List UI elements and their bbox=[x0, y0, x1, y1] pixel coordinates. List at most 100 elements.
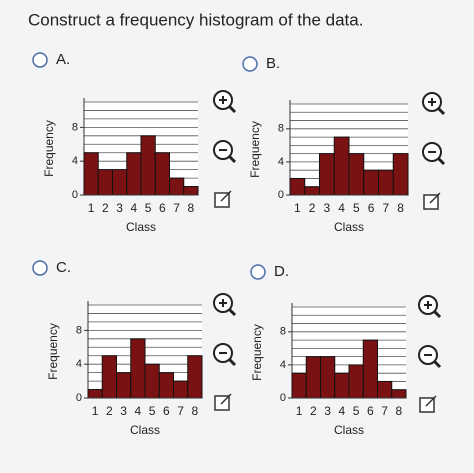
x-tick-label: 1 bbox=[88, 201, 95, 215]
x-tick-label: 4 bbox=[131, 201, 138, 215]
y-axis-label: Frequency bbox=[42, 120, 56, 177]
icon-arrow bbox=[429, 192, 441, 204]
bar bbox=[378, 169, 394, 196]
x-tick-label: 4 bbox=[338, 201, 345, 215]
x-tick-label: 7 bbox=[177, 404, 184, 418]
bar bbox=[169, 177, 185, 196]
y-tick-label: 8 bbox=[72, 121, 78, 133]
x-tick-label: 5 bbox=[145, 201, 152, 215]
y-tick-label: 0 bbox=[72, 189, 78, 201]
question: Construct a frequency histogram of the d… bbox=[28, 10, 363, 29]
y-axis-label: Frequency bbox=[46, 323, 60, 380]
radio-button[interactable] bbox=[250, 264, 266, 280]
bar bbox=[187, 355, 203, 399]
y-axis-label: Frequency bbox=[248, 121, 262, 178]
x-tick-label: 2 bbox=[106, 404, 113, 418]
icon-handle bbox=[436, 106, 446, 116]
radio-button[interactable] bbox=[32, 260, 48, 276]
bar bbox=[130, 338, 146, 399]
y-tick-label: 4 bbox=[76, 358, 82, 370]
icon-handle bbox=[432, 359, 442, 369]
x-tick-label: 2 bbox=[102, 201, 109, 215]
bar bbox=[83, 152, 99, 196]
x-tick-label: 2 bbox=[309, 201, 316, 215]
radio-button[interactable] bbox=[242, 56, 258, 72]
x-axis-label: Class bbox=[334, 220, 364, 234]
bar bbox=[289, 177, 306, 196]
x-tick-label: 2 bbox=[310, 404, 317, 418]
icon-handle bbox=[227, 307, 237, 317]
x-tick-label: 8 bbox=[396, 404, 403, 418]
y-tick-label: 0 bbox=[278, 189, 284, 201]
icon-handle bbox=[432, 309, 442, 319]
x-tick-label: 5 bbox=[353, 404, 360, 418]
bar bbox=[362, 339, 378, 399]
bar bbox=[112, 169, 128, 196]
x-tick-label: 7 bbox=[383, 201, 390, 215]
x-tick-label: 4 bbox=[339, 404, 346, 418]
icon-handle bbox=[227, 104, 237, 114]
y-tick-label: 4 bbox=[280, 359, 286, 371]
x-tick-label: 6 bbox=[367, 404, 374, 418]
bar bbox=[101, 355, 117, 399]
x-tick-label: 4 bbox=[135, 404, 142, 418]
bar bbox=[116, 372, 132, 399]
x-tick-label: 6 bbox=[368, 201, 375, 215]
icon-arrow bbox=[425, 395, 437, 407]
x-tick-label: 3 bbox=[324, 201, 331, 215]
option-label: C. bbox=[56, 259, 71, 276]
bar bbox=[87, 389, 103, 399]
x-tick-label: 7 bbox=[173, 201, 180, 215]
option-label: A. bbox=[56, 51, 70, 68]
icon-handle bbox=[227, 357, 237, 367]
option-label: B. bbox=[266, 55, 280, 72]
bar bbox=[333, 136, 350, 196]
x-tick-label: 7 bbox=[381, 404, 388, 418]
icon-handle bbox=[436, 156, 446, 166]
x-tick-label: 6 bbox=[159, 201, 166, 215]
bar bbox=[144, 363, 160, 399]
x-tick-label: 1 bbox=[294, 201, 301, 215]
bar bbox=[140, 135, 156, 196]
x-tick-label: 5 bbox=[149, 404, 156, 418]
bar bbox=[305, 356, 321, 399]
y-tick-label: 8 bbox=[76, 324, 82, 336]
y-tick-label: 8 bbox=[280, 326, 286, 338]
bar bbox=[173, 380, 189, 399]
y-tick-label: 4 bbox=[72, 155, 78, 167]
bar bbox=[334, 372, 350, 399]
x-axis-label: Class bbox=[126, 220, 156, 234]
x-tick-label: 3 bbox=[120, 404, 127, 418]
x-tick-label: 8 bbox=[188, 201, 195, 215]
x-tick-label: 3 bbox=[116, 201, 123, 215]
bar bbox=[391, 389, 407, 399]
bar bbox=[97, 169, 113, 196]
x-axis-label: Class bbox=[334, 423, 364, 437]
bar bbox=[320, 356, 336, 399]
bar bbox=[158, 372, 174, 399]
icon-arrow bbox=[220, 393, 232, 405]
y-tick-label: 0 bbox=[76, 392, 82, 404]
radio-button[interactable] bbox=[32, 52, 48, 68]
x-tick-label: 3 bbox=[324, 404, 331, 418]
x-axis-label: Class bbox=[130, 423, 160, 437]
bar bbox=[291, 372, 307, 399]
x-tick-label: 1 bbox=[296, 404, 303, 418]
bar bbox=[348, 364, 364, 399]
bar bbox=[348, 153, 365, 196]
bar bbox=[377, 380, 393, 399]
y-axis-label: Frequency bbox=[250, 324, 264, 381]
x-tick-label: 6 bbox=[163, 404, 170, 418]
bar bbox=[319, 153, 335, 196]
bar bbox=[363, 169, 379, 196]
x-tick-label: 5 bbox=[353, 201, 360, 215]
x-tick-label: 1 bbox=[92, 404, 99, 418]
y-tick-label: 0 bbox=[280, 392, 286, 404]
bar bbox=[392, 153, 409, 196]
icon-handle bbox=[227, 154, 237, 164]
option-label: D. bbox=[274, 263, 289, 280]
bar bbox=[183, 186, 199, 196]
